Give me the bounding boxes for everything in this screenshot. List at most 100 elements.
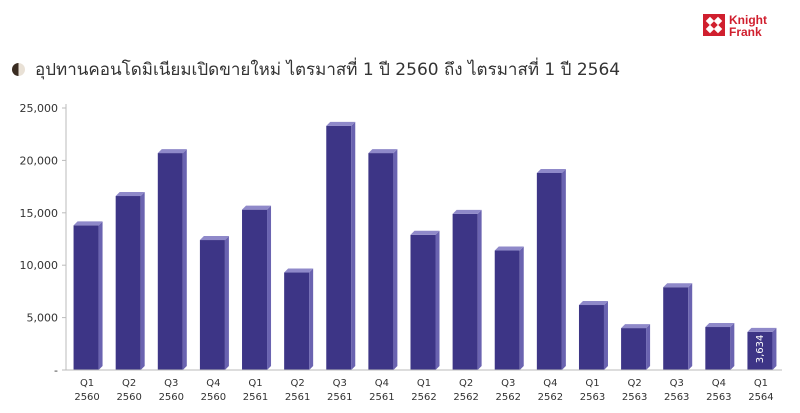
bar-top: [368, 149, 398, 154]
bar: [284, 268, 314, 370]
x-tick-label-quarter: Q4: [375, 378, 389, 389]
bar-side: [646, 324, 651, 370]
bar-front: [284, 272, 310, 370]
bar-side: [267, 205, 272, 370]
x-tick-label-quarter: Q3: [164, 378, 178, 389]
knight-frank-logo-icon: [703, 14, 725, 36]
bar: [663, 283, 693, 370]
bar-front: [494, 250, 520, 370]
x-tick-label-year: 2564: [748, 392, 773, 403]
x-tick-label-quarter: Q3: [333, 378, 347, 389]
bar-side: [309, 268, 314, 370]
bar-top: [199, 236, 229, 241]
y-tick-label: -: [54, 364, 58, 377]
bar: [115, 192, 145, 370]
bar-top: [705, 323, 735, 328]
bar: [199, 236, 229, 370]
chart-title: อุปทานคอนโดมิเนียมเปิดขายใหม่ ไตรมาสที่ …: [12, 56, 620, 82]
bar-front: [242, 209, 268, 370]
bar-top: [578, 301, 608, 306]
x-tick-label-year: 2561: [243, 392, 268, 403]
bar-front: [199, 240, 225, 370]
knight-frank-logo: Knight Frank: [703, 14, 767, 38]
bar-top: [410, 230, 440, 235]
chart-title-text: อุปทานคอนโดมิเนียมเปิดขายใหม่ ไตรมาสที่ …: [35, 59, 621, 80]
x-tick-label-quarter: Q2: [627, 378, 641, 389]
bar-front: [410, 234, 436, 370]
x-tick-label-quarter: Q4: [206, 378, 220, 389]
bar-top: [452, 209, 482, 214]
x-tick-label-quarter: Q1: [248, 378, 262, 389]
bar: [242, 205, 272, 370]
bar-top: [663, 283, 693, 288]
bar-side: [140, 192, 145, 370]
x-tick-label-year: 2563: [664, 392, 689, 403]
title-bullet-icon: [12, 62, 25, 76]
bar-top: [157, 149, 187, 154]
bar-side: [477, 209, 482, 370]
bar-top: [73, 221, 103, 226]
x-tick-label-quarter: Q1: [417, 378, 431, 389]
bar-front: [705, 327, 731, 370]
x-axis: Q1 2560 Q2 2560 Q3 2560 Q4 2560 Q1 2561 Q2 2561 Q3 25…: [66, 369, 782, 403]
bar-front: [621, 328, 647, 370]
x-tick-label-year: 2562: [411, 392, 436, 403]
x-tick-label-quarter: Q2: [459, 378, 473, 389]
bar-front: [73, 225, 99, 370]
bar-side: [688, 283, 693, 370]
bar: [326, 121, 356, 370]
x-tick-label-year: 2560: [74, 392, 99, 403]
bar-front: [663, 287, 689, 370]
bar-top: [621, 324, 651, 329]
x-tick-label-quarter: Q2: [291, 378, 305, 389]
bar-top: [536, 168, 566, 173]
x-tick-label-quarter: Q1: [754, 378, 768, 389]
x-tick-label-year: 2562: [453, 392, 478, 403]
bar-top: [747, 327, 777, 332]
x-tick-label-year: 2561: [327, 392, 352, 403]
x-tick-label-quarter: Q4: [712, 378, 726, 389]
bar-front: [115, 196, 141, 370]
bar-front: [747, 331, 773, 370]
bar-side: [772, 327, 777, 370]
x-tick-label-quarter: Q2: [122, 378, 136, 389]
bar-side: [224, 236, 229, 370]
y-axis: - 5,000 10,000 15,000 20,000 25,000: [20, 102, 67, 377]
bar: [705, 323, 735, 370]
y-tick-label: 10,000: [20, 259, 59, 272]
bar-front: [326, 125, 352, 370]
bar: [747, 327, 777, 370]
bar-top: [242, 205, 272, 210]
y-tick-label: 20,000: [20, 154, 59, 167]
bar-side: [393, 149, 398, 370]
bar: [621, 324, 651, 370]
bar: [157, 149, 187, 370]
x-tick-label-quarter: Q1: [585, 378, 599, 389]
x-tick-label-year: 2563: [580, 392, 605, 403]
x-tick-label-quarter: Q3: [670, 378, 684, 389]
bar: [73, 221, 103, 370]
bar: [578, 301, 608, 370]
y-tick-label: 25,000: [20, 102, 59, 115]
bar-side: [435, 230, 440, 370]
bar-front: [368, 153, 394, 370]
x-tick-label-year: 2563: [622, 392, 647, 403]
x-tick-label-year: 2563: [706, 392, 731, 403]
bar-side: [561, 168, 566, 370]
bar: [368, 149, 398, 370]
bar-side: [519, 246, 524, 370]
x-tick-label-year: 2562: [496, 392, 521, 403]
bar-side: [730, 323, 735, 370]
y-tick-label: 15,000: [20, 207, 59, 220]
bar-top: [115, 192, 145, 197]
bar-front: [536, 172, 562, 370]
bar-top: [284, 268, 314, 273]
data-label: 3,634: [755, 335, 766, 364]
x-tick-label-quarter: Q1: [80, 378, 94, 389]
y-tick-label: 5,000: [27, 312, 59, 325]
x-tick-label-year: 2562: [538, 392, 563, 403]
bar-front: [452, 213, 478, 370]
bar: [410, 230, 440, 370]
logo-line-knight: Knight: [729, 13, 767, 27]
x-tick-label-quarter: Q3: [501, 378, 515, 389]
